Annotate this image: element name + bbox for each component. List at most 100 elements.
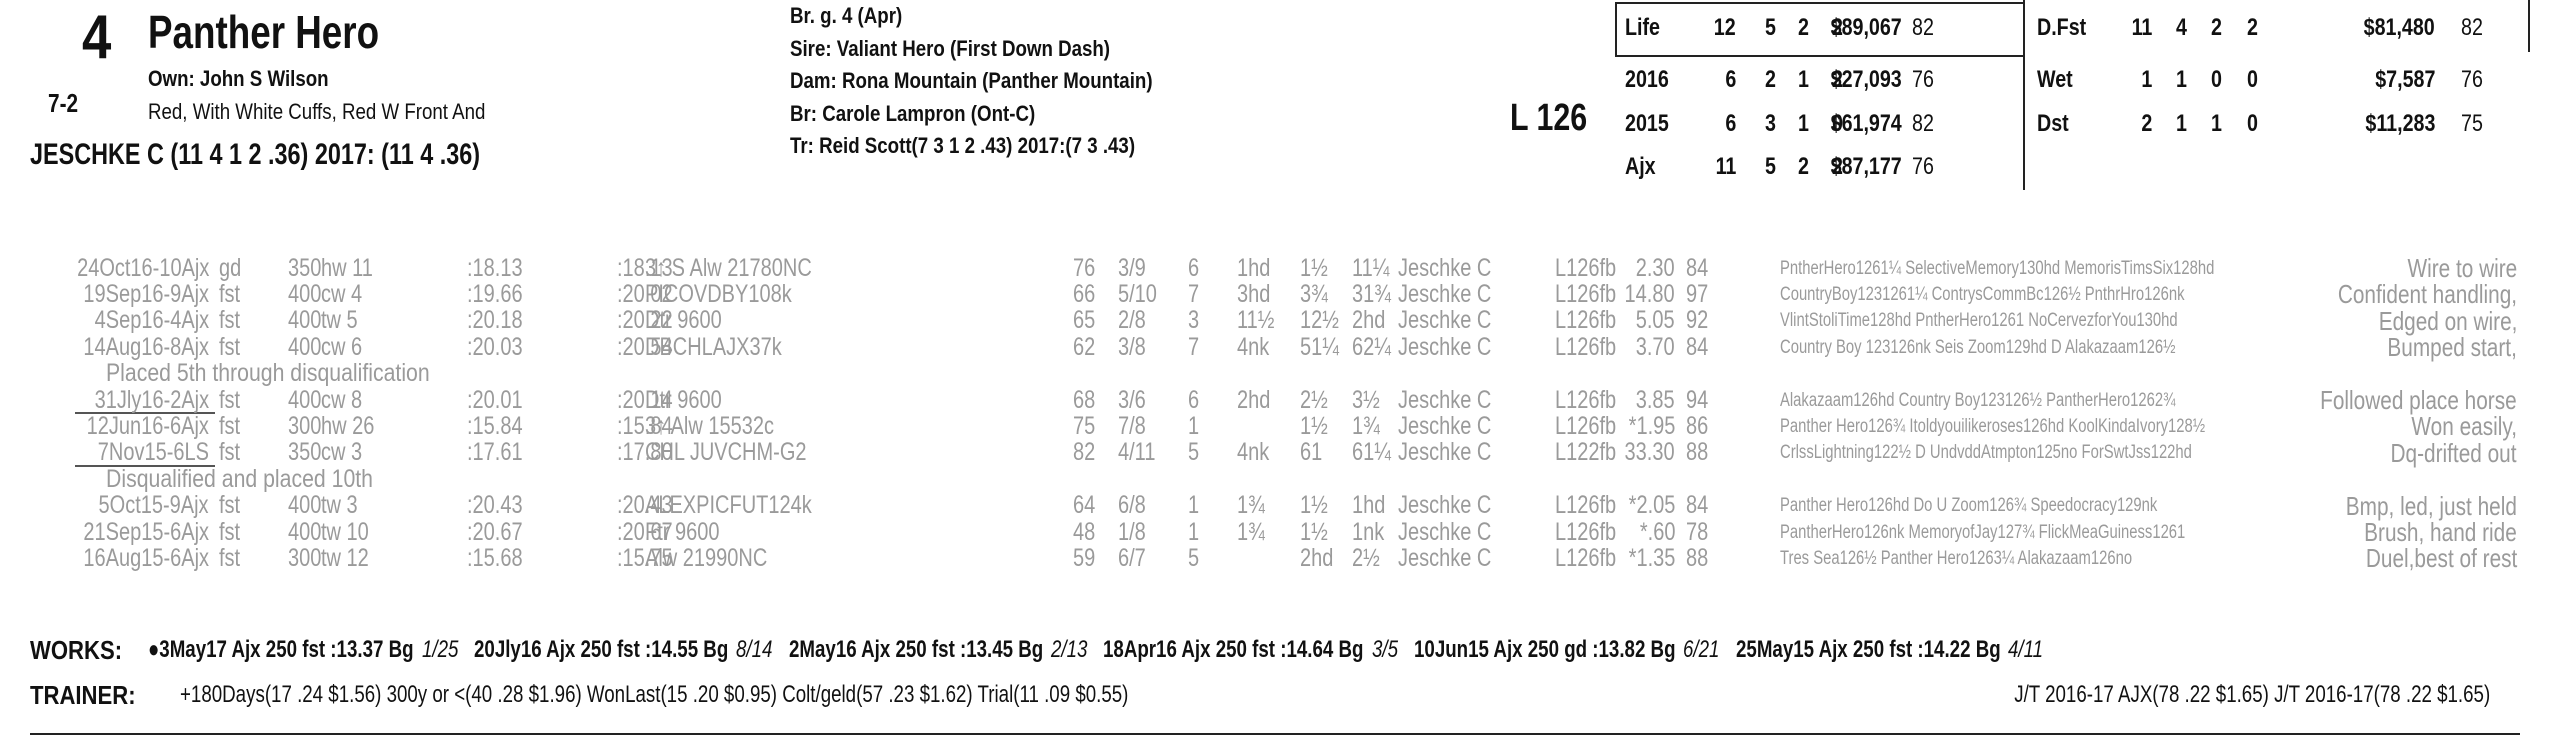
track-condition: fst — [219, 491, 241, 520]
company-line: PntherHero1261¼ SelectiveMemory130hd Mem… — [1780, 257, 2215, 279]
wind: hw 26 — [321, 411, 375, 440]
post: 3/6 — [1118, 385, 1146, 414]
stat-cell: 2 — [1832, 14, 1843, 41]
stat-cell: $81,480 — [2363, 14, 2435, 41]
speed-figure: 82 — [1073, 438, 1096, 467]
trip-comment: Brush, hand ride — [2364, 517, 2517, 547]
final-time: :18.13 — [617, 253, 673, 282]
speed-figure: 65 — [1073, 306, 1096, 335]
trip-comment: Dq-drifted out — [2390, 437, 2517, 468]
trip-comment: Won easily, — [2411, 411, 2517, 442]
company-line: Panther Hero126hd Do U Zoom126¾ Speedocr… — [1780, 495, 2158, 517]
stretch-call: 1½ — [1300, 517, 1328, 546]
stats-divider — [2023, 0, 2025, 190]
final-time: :20.02 — [617, 279, 673, 308]
distance: 300 — [288, 543, 322, 572]
post: 7/8 — [1118, 411, 1146, 440]
track-condition: fst — [219, 306, 241, 335]
post: 5/10 — [1118, 279, 1157, 308]
stats-box-left — [1615, 2, 1617, 56]
finish: 11¼ — [1352, 253, 1390, 282]
start: 6 — [1188, 385, 1200, 414]
stat-cell: $61,974 — [1830, 110, 1902, 137]
start: 7 — [1188, 332, 1200, 361]
work-rank: 8/14 — [736, 636, 773, 663]
stat-cell: 1 — [2141, 66, 2152, 93]
fraction: :20.03 — [467, 332, 523, 361]
stat-cell: Ajx — [1625, 153, 1656, 180]
race-date: 7Nov15-6LS — [97, 438, 209, 467]
stat-cell: Life — [1625, 14, 1660, 41]
stat-cell: 2 — [2247, 14, 2258, 41]
fraction: :17.61 — [467, 438, 523, 467]
first-call: 4nk — [1237, 438, 1270, 467]
owner: Own: John S Wilson — [148, 66, 329, 91]
race-date: 12Jun16-6Ajx — [86, 411, 209, 440]
start: 5 — [1188, 543, 1200, 572]
fraction: :15.68 — [467, 543, 523, 572]
stat-cell: 76 — [1912, 153, 1934, 180]
stat-cell: 6 — [1725, 110, 1736, 137]
post: 1/8 — [1118, 517, 1146, 546]
stat-cell: 2 — [2211, 14, 2222, 41]
stat-cell: $87,177 — [1830, 153, 1902, 180]
silks: Red, With White Cuffs, Red W Front And — [148, 99, 486, 124]
finish: 62¼ — [1352, 332, 1391, 361]
stat-cell: 82 — [1912, 110, 1934, 137]
odds: 5.05 — [1636, 306, 1675, 335]
fraction: :18.13 — [467, 253, 523, 282]
work-entry: 10Jun15 Ajx 250 gd :13.82 Bg — [1413, 636, 1676, 663]
first-call: 1¾ — [1237, 491, 1265, 520]
start: 6 — [1188, 253, 1200, 282]
figure: 88 — [1686, 543, 1709, 572]
first-call: 2hd — [1237, 385, 1271, 414]
work-rank: 2/13 — [1050, 636, 1088, 663]
start: 7 — [1188, 279, 1200, 308]
stat-cell: 2 — [1798, 153, 1809, 180]
wind: tw 3 — [321, 491, 358, 520]
first-call: 11½ — [1237, 306, 1275, 335]
finish: 1¾ — [1352, 411, 1380, 440]
stat-cell: 4 — [2176, 14, 2187, 41]
stat-cell: 2 — [1832, 66, 1843, 93]
final-time: :20.14 — [617, 385, 673, 414]
figure: 88 — [1686, 438, 1709, 467]
pedigree-breed: Br. g. 4 (Apr) — [790, 3, 903, 28]
trainer-stats: +180Days(17 .24 $1.56) 300y or <(40 .28 … — [180, 681, 1129, 708]
figure: 84 — [1686, 253, 1709, 282]
stat-cell: 2 — [1832, 153, 1843, 180]
race-date: 16Aug15-6Ajx — [83, 543, 209, 572]
race-type: 3↑ S Alw 21780NC — [645, 253, 812, 282]
stat-cell: 1 — [1798, 66, 1809, 93]
track-condition: fst — [219, 438, 241, 467]
distance: 400 — [288, 491, 322, 520]
stats-box-top — [1615, 2, 2023, 4]
stat-cell: 5 — [1765, 153, 1776, 180]
works-label: WORKS: — [30, 635, 123, 665]
finish: 1nk — [1352, 517, 1385, 546]
weight-meds: L126fb — [1555, 253, 1617, 282]
final-time: :20.22 — [617, 306, 673, 335]
trip-comment: Confident handling, — [2337, 279, 2517, 310]
stat-cell: D.Fst — [2037, 14, 2087, 41]
stretch-call: 2½ — [1300, 385, 1328, 414]
work-rank: 1/25 — [421, 636, 458, 663]
stat-cell: 3 — [1765, 110, 1776, 137]
horse-name: Panther Hero — [148, 6, 380, 58]
final-time: :15.75 — [617, 543, 673, 572]
post: 4/11 — [1118, 438, 1156, 467]
stat-cell: $89,067 — [1830, 14, 1902, 41]
weight-meds: L126fb — [1555, 306, 1617, 335]
odds: *2.05 — [1628, 491, 1675, 520]
track-condition: fst — [219, 332, 241, 361]
final-time: :17.80 — [617, 438, 673, 467]
fraction: :20.01 — [467, 385, 523, 414]
jockey: JESCHKE C (11 4 1 2 .36) 2017: (11 4 .36… — [30, 138, 481, 171]
race-type: DBCHLAJX37k — [645, 332, 782, 361]
race-note: Disqualified and placed 10th — [106, 464, 374, 493]
stat-cell: $11,283 — [2364, 110, 2435, 137]
jockey: Jeschke C — [1398, 306, 1492, 335]
distance: 400 — [288, 332, 322, 361]
stat-cell: $7,587 — [2374, 66, 2435, 93]
